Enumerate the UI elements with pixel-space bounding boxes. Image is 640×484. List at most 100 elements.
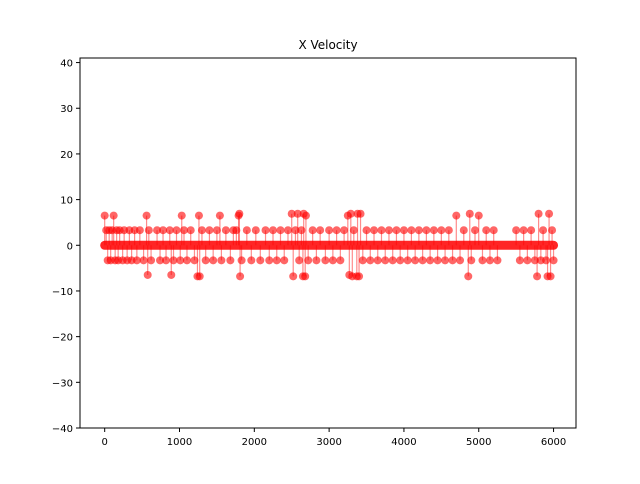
data-point-41 xyxy=(197,226,206,235)
data-point-78 xyxy=(308,226,317,235)
data-point-21 xyxy=(143,270,152,279)
data-point-37 xyxy=(190,256,199,265)
data-point-121 xyxy=(452,211,461,220)
data-point-31 xyxy=(172,226,181,235)
data-point-130 xyxy=(482,226,491,235)
data-point-100 xyxy=(373,256,382,265)
data-point-20 xyxy=(142,211,151,220)
data-point-17 xyxy=(132,256,141,265)
y-tick-label-5: 10 xyxy=(60,196,73,207)
data-point-82 xyxy=(325,226,334,235)
axes: 0 1000 2000 3000 4000 5000 6000 −40 −30 −20 −10 0 10… xyxy=(52,59,566,448)
data-point-129 xyxy=(478,256,487,265)
data-point-89 xyxy=(346,209,355,218)
data-point-137 xyxy=(523,256,532,265)
data-point-56 xyxy=(242,226,251,235)
data-point-24 xyxy=(153,226,162,235)
y-tick-label-6: 20 xyxy=(60,150,73,161)
data-point-122 xyxy=(456,256,465,265)
data-point-113 xyxy=(422,226,431,235)
data-point-108 xyxy=(403,256,412,265)
data-point-95 xyxy=(356,209,365,218)
data-point-19 xyxy=(139,256,148,265)
data-point-115 xyxy=(429,226,438,235)
data-point-6 xyxy=(109,211,118,220)
data-point-98 xyxy=(366,256,375,265)
data-point-72 xyxy=(297,226,306,235)
data-point-58 xyxy=(251,226,260,235)
data-point-103 xyxy=(384,226,393,235)
data-point-85 xyxy=(336,256,345,265)
x-tick-label-6: 6000 xyxy=(541,437,566,448)
data-point-97 xyxy=(362,226,371,235)
data-point-132 xyxy=(489,226,498,235)
x-tick-label-5: 5000 xyxy=(466,437,491,448)
data-point-131 xyxy=(485,256,494,265)
data-point-116 xyxy=(433,256,442,265)
data-point-71 xyxy=(295,256,304,265)
x-tick-label-2: 2000 xyxy=(242,437,267,448)
data-point-59 xyxy=(256,256,265,265)
data-point-102 xyxy=(381,256,390,265)
data-point-112 xyxy=(418,256,427,265)
data-point-66 xyxy=(283,226,292,235)
data-point-118 xyxy=(441,256,450,265)
y-tick-label-8: 40 xyxy=(60,59,73,70)
x-tick-label-3: 3000 xyxy=(316,437,341,448)
data-point-144 xyxy=(542,256,551,265)
data-point-77 xyxy=(304,256,313,265)
data-point-91 xyxy=(349,226,358,235)
data-point-94 xyxy=(355,272,364,281)
data-point-117 xyxy=(437,226,446,235)
data-point-70 xyxy=(293,209,302,218)
data-point-51 xyxy=(232,226,241,235)
data-point-133 xyxy=(493,256,502,265)
data-point-22 xyxy=(144,226,153,235)
data-point-28 xyxy=(165,226,174,235)
data-point-63 xyxy=(272,256,281,265)
y-tick-label-2: −20 xyxy=(52,333,73,344)
x-tick-label-0: 0 xyxy=(102,437,108,448)
data-point-123 xyxy=(459,226,468,235)
data-point-139 xyxy=(530,256,539,265)
data-point-104 xyxy=(388,256,397,265)
data-point-140 xyxy=(533,272,542,281)
y-tick-label-1: −30 xyxy=(52,378,73,389)
data-point-124 xyxy=(464,272,473,281)
chart-title: X Velocity xyxy=(298,38,357,52)
data-point-106 xyxy=(396,256,405,265)
x-tick-label-1: 1000 xyxy=(167,437,192,448)
data-point-69 xyxy=(291,226,300,235)
data-point-83 xyxy=(328,256,337,265)
data-point-42 xyxy=(201,256,210,265)
data-point-57 xyxy=(247,256,256,265)
data-point-84 xyxy=(332,226,341,235)
data-point-27 xyxy=(162,256,171,265)
data-point-79 xyxy=(312,256,321,265)
data-point-60 xyxy=(261,226,270,235)
data-point-75 xyxy=(301,272,310,281)
data-point-35 xyxy=(182,256,191,265)
data-point-110 xyxy=(411,256,420,265)
data-point-134 xyxy=(512,226,521,235)
data-point-54 xyxy=(236,272,245,281)
data-point-107 xyxy=(399,226,408,235)
data-point-125 xyxy=(465,209,474,218)
data-point-49 xyxy=(226,256,235,265)
data-point-62 xyxy=(269,226,278,235)
data-point-34 xyxy=(179,226,188,235)
y-tick-label-0: −40 xyxy=(52,424,73,435)
data-point-33 xyxy=(177,211,186,220)
data-point-68 xyxy=(289,272,298,281)
data-point-143 xyxy=(539,226,548,235)
data-point-105 xyxy=(392,226,401,235)
data-point-119 xyxy=(444,226,453,235)
data-point-45 xyxy=(212,226,221,235)
data-point-36 xyxy=(186,226,195,235)
data-point-29 xyxy=(167,270,176,279)
y-tick-label-3: −10 xyxy=(52,287,73,298)
data-point-99 xyxy=(370,226,379,235)
data-point-26 xyxy=(159,226,168,235)
